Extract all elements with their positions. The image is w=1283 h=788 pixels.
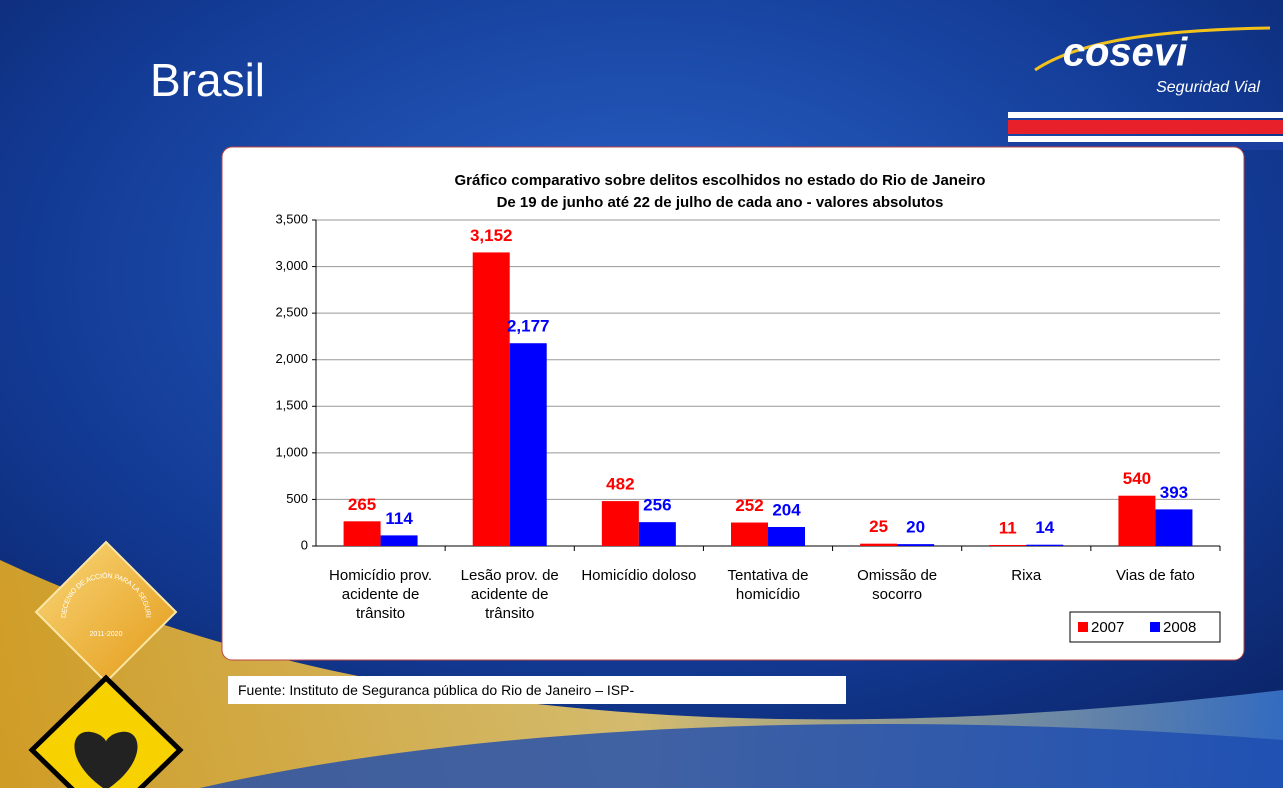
bar xyxy=(989,544,1027,546)
y-tick-label: 2,000 xyxy=(275,351,308,366)
y-tick-label: 1,000 xyxy=(275,444,308,459)
bar xyxy=(1026,544,1064,546)
y-tick-label: 500 xyxy=(286,491,308,506)
value-label: 20 xyxy=(906,518,925,537)
x-tick-label: Rixa xyxy=(1011,567,1042,584)
legend-label: 2007 xyxy=(1091,619,1124,636)
swoosh-dark xyxy=(200,723,1283,788)
x-tick-label: Omissão de socorro xyxy=(857,567,938,603)
badge-years: 2011-2020 xyxy=(90,631,123,638)
bar xyxy=(380,535,418,546)
slide-title: Brasil xyxy=(150,54,265,106)
value-label: 3,152 xyxy=(470,226,513,245)
bar xyxy=(601,501,639,546)
chart-subtitle: De 19 de junho até 22 de julho de cada a… xyxy=(497,194,944,211)
bar xyxy=(509,343,547,546)
logo-arc xyxy=(1034,26,1271,72)
x-tick-label: Vias de fato xyxy=(1115,567,1195,584)
heart-sign xyxy=(28,674,184,788)
y-tick-label: 3,000 xyxy=(275,258,308,273)
logo-tagline: Seguridad Vial xyxy=(1156,79,1260,96)
chart-title: Gráfico comparativo sobre delitos escolh… xyxy=(455,172,986,189)
legend-swatch xyxy=(1078,622,1088,632)
value-label: 265 xyxy=(348,495,376,514)
value-label: 204 xyxy=(772,500,801,519)
y-tick-label: 2,500 xyxy=(275,305,308,320)
bar xyxy=(472,252,510,547)
value-label: 11 xyxy=(999,518,1017,537)
flag-stripe xyxy=(1008,112,1283,118)
bar xyxy=(1155,509,1193,546)
x-tick-label: Homicídio prov. acidente de trânsito xyxy=(329,567,433,622)
source-note: Fuente: Instituto de Seguranca pública d… xyxy=(228,676,846,704)
value-label: 256 xyxy=(643,496,671,515)
x-tick-label: Lesão prov. de acidente de trânsito xyxy=(460,567,559,622)
x-tick-label: Tentativa de homicídio xyxy=(727,567,809,603)
legend-label: 2008 xyxy=(1163,619,1196,636)
y-tick-label: 3,500 xyxy=(275,211,308,226)
flag-stripe xyxy=(1008,136,1283,142)
bar xyxy=(860,543,898,546)
y-tick-label: 1,500 xyxy=(275,398,308,413)
logo-name: cosevi xyxy=(1063,31,1188,75)
x-tick-label: Homicídio doloso xyxy=(581,567,697,584)
value-label: 25 xyxy=(869,517,888,536)
legend-swatch xyxy=(1150,622,1160,632)
bar xyxy=(731,522,768,546)
y-tick-label: 0 xyxy=(301,537,308,552)
bar xyxy=(1118,495,1156,546)
bar xyxy=(343,521,381,546)
bar xyxy=(768,526,805,546)
bar xyxy=(897,544,935,546)
flag-stripe xyxy=(1008,142,1283,150)
value-label: 2,177 xyxy=(507,317,550,336)
flag-stripe xyxy=(1008,120,1283,134)
value-label: 14 xyxy=(1035,518,1054,537)
legend-box xyxy=(1069,611,1221,643)
bar xyxy=(638,522,676,546)
value-label: 540 xyxy=(1123,469,1151,488)
value-label: 482 xyxy=(606,475,634,494)
value-label: 393 xyxy=(1160,483,1188,502)
value-label: 114 xyxy=(385,509,413,528)
value-label: 252 xyxy=(735,496,763,515)
heart xyxy=(74,731,138,788)
